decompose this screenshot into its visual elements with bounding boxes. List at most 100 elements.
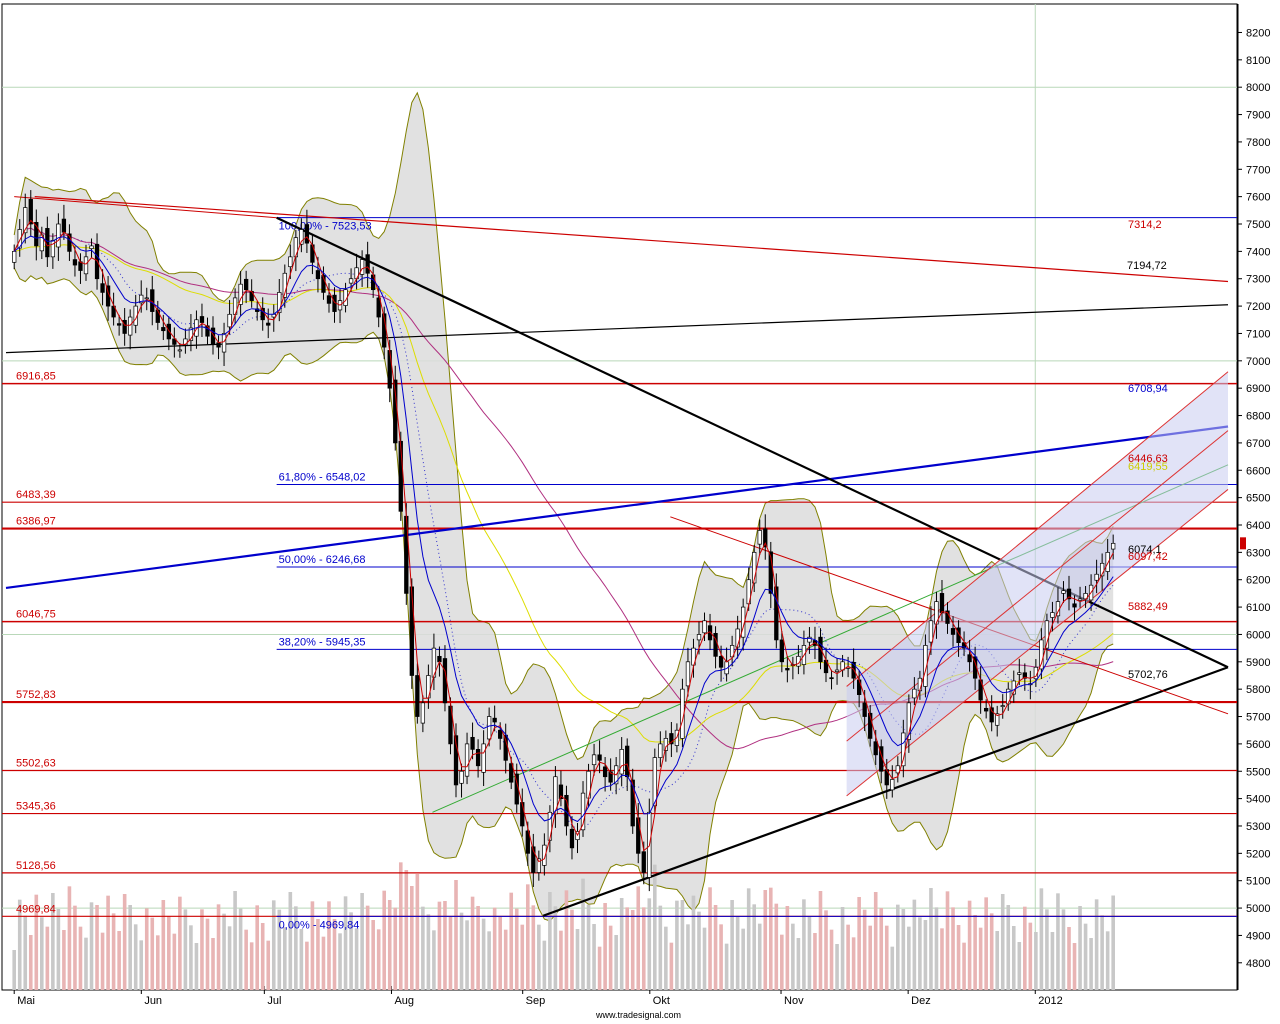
volume-bar [255, 905, 259, 990]
volume-bar [653, 864, 657, 990]
volume-bar [553, 906, 558, 990]
triangle-lower-line [542, 666, 1229, 917]
volume-bar [746, 888, 751, 990]
candle-body [1044, 620, 1050, 649]
candle-body [128, 316, 133, 336]
trendline-label: 6097,42 [1128, 551, 1168, 563]
volume-bar [376, 929, 381, 990]
volume-bar [465, 920, 469, 990]
candle-body [1105, 552, 1110, 572]
y-tick-label: 7300 [1246, 274, 1270, 286]
candle-body [1094, 573, 1099, 581]
volume-bar [144, 908, 149, 990]
candle-body [763, 528, 768, 548]
candle-body [453, 735, 459, 786]
volume-bar [283, 927, 287, 990]
x-tick-label: 2012 [1038, 995, 1062, 1007]
candle-body [1017, 672, 1022, 675]
candle-body [779, 639, 784, 663]
volume-bar [735, 916, 740, 990]
y-tick-label: 7000 [1246, 356, 1270, 368]
volume-bar [934, 907, 939, 990]
candle-body [939, 593, 945, 613]
volume-bar [752, 904, 757, 990]
candle-body [299, 229, 304, 245]
volume-bar [592, 924, 596, 990]
candle-body [492, 717, 497, 723]
y-tick-label: 8000 [1246, 82, 1270, 94]
volume-bar [520, 924, 525, 990]
volume-bar [1023, 906, 1027, 990]
volume-bar [680, 900, 685, 990]
volume-bar [956, 925, 961, 990]
volume-bar [918, 917, 922, 990]
volume-bar [995, 931, 1000, 990]
y-tick-label: 4900 [1246, 930, 1270, 942]
y-tick-label: 4800 [1246, 958, 1270, 970]
y-tick-label: 5600 [1246, 739, 1270, 751]
candle-body [625, 745, 630, 778]
volume-bar [597, 946, 602, 990]
candle-body [348, 278, 354, 284]
candle-body [608, 771, 613, 783]
candle-body [122, 319, 127, 334]
candle-body [658, 743, 663, 758]
fib-label: 38,20% - 5945,35 [279, 636, 366, 648]
y-tick-label: 6600 [1246, 465, 1270, 477]
y-tick-label: 5500 [1246, 766, 1270, 778]
volume-bar [564, 890, 569, 990]
volume-bar [122, 894, 127, 990]
volume-bar [1111, 895, 1115, 990]
volume-bar [890, 946, 895, 990]
candle-body [542, 844, 547, 866]
candle-body [602, 766, 608, 778]
volume-bar [266, 940, 271, 990]
volume-bar [382, 890, 387, 990]
candle-body [100, 283, 105, 293]
candle-body [553, 776, 558, 815]
volume-bar [570, 909, 574, 990]
candle-body [28, 199, 33, 225]
volume-bar [1028, 922, 1033, 990]
top-connector-line [14, 196, 277, 219]
volume-bar [487, 931, 491, 990]
volume-bar [586, 904, 591, 990]
volume-bar [840, 907, 845, 990]
candle-body [172, 338, 177, 345]
candle-body [851, 662, 856, 679]
volume-bar [559, 930, 563, 990]
volume-bar [514, 908, 519, 990]
volume-bar [614, 935, 618, 990]
candle-body [177, 349, 183, 352]
candle-body [365, 254, 370, 274]
volume-bar [73, 905, 77, 990]
volume-bar [1089, 938, 1093, 990]
candle-body [630, 779, 635, 827]
volume-bar [846, 924, 850, 990]
candle-body [1072, 603, 1077, 608]
candle-body [387, 350, 392, 389]
y-tick-label: 8100 [1246, 55, 1270, 67]
y-tick-label: 6200 [1246, 575, 1270, 587]
candle-body [1039, 639, 1044, 670]
y-tick-label: 6000 [1246, 629, 1270, 641]
volume-bar [912, 899, 917, 990]
candle-body [928, 620, 934, 643]
volume-bar [1017, 942, 1022, 990]
candle-body [34, 222, 39, 247]
candle-body [17, 229, 22, 249]
volume-bar [525, 884, 530, 990]
trendline-label: 6419,55 [1128, 461, 1168, 473]
volume-bar [824, 910, 828, 990]
candle-body [696, 634, 702, 641]
y-tick-label: 5800 [1246, 684, 1270, 696]
candle-body [89, 245, 94, 249]
y-tick-label: 6400 [1246, 520, 1270, 532]
candle-body [277, 292, 282, 314]
volume-bar [139, 940, 144, 990]
volume-bar [531, 905, 536, 990]
volume-bar [415, 874, 420, 990]
trendline-label: 6708,94 [1128, 383, 1168, 395]
candle-body [729, 645, 735, 658]
